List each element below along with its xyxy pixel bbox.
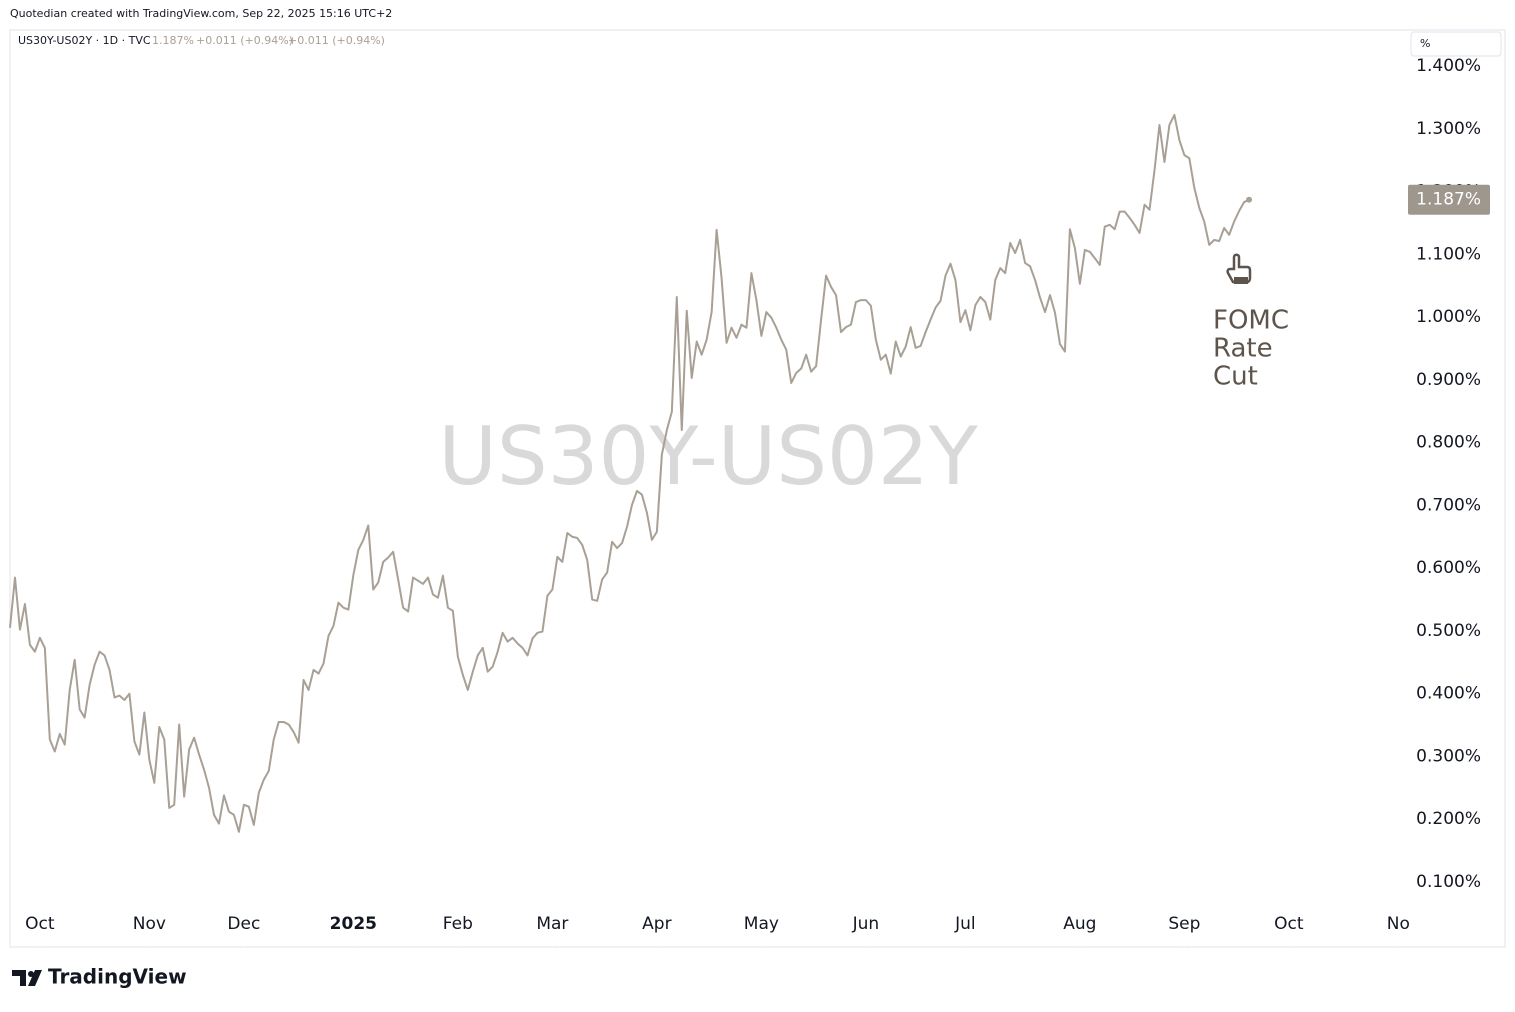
y-tick-label: 0.400% — [1416, 684, 1481, 704]
x-tick-label: May — [744, 914, 779, 934]
legend-last: 1.187% — [152, 34, 194, 47]
x-tick-label: Mar — [536, 914, 568, 934]
y-tick-label: 1.100% — [1416, 244, 1481, 264]
unit-box[interactable] — [1410, 31, 1502, 57]
annotation: Rate — [1213, 334, 1273, 364]
x-tick-label: 2025 — [330, 914, 377, 934]
pointer-icon — [1226, 253, 1252, 284]
last-value-label: 1.187% — [1416, 190, 1481, 210]
y-tick-label: 0.500% — [1416, 621, 1481, 641]
annotation: FOMC — [1213, 306, 1289, 336]
legend-change-2: +0.011 (+0.94%) — [288, 34, 385, 47]
y-tick-label: 0.900% — [1416, 370, 1481, 390]
legend-change: +0.011 (+0.94%) — [196, 34, 293, 47]
x-tick-label: Feb — [443, 914, 473, 934]
x-tick-label: Oct — [25, 914, 55, 934]
x-tick-label: Aug — [1063, 914, 1096, 934]
attribution: Quotedian created with TradingView.com, … — [10, 7, 392, 20]
line — [9, 113, 1250, 833]
tv-logo: TradingView — [12, 965, 187, 989]
chart-frame — [9, 29, 1506, 948]
x-tick-label: Apr — [642, 914, 671, 934]
x-tick-label: No — [1387, 914, 1410, 934]
unit-label[interactable]: % — [1420, 37, 1430, 50]
y-tick-label: 0.200% — [1416, 809, 1481, 829]
y-tick-label: 0.600% — [1416, 558, 1481, 578]
y-tick-label: 1.300% — [1416, 119, 1481, 139]
x-tick-label: Sep — [1168, 914, 1200, 934]
symbol-info: US30Y-US02Y · 1D · TVC — [18, 34, 151, 47]
x-tick-label: Jul — [954, 914, 976, 934]
y-tick-label: 1.400% — [1416, 56, 1481, 76]
y-tick-label: 0.300% — [1416, 746, 1481, 766]
x-tick-label: Oct — [1274, 914, 1304, 934]
y-tick-label: 0.800% — [1416, 433, 1481, 453]
watermark: US30Y-US02Y — [438, 410, 979, 503]
x-tick-label: Dec — [227, 914, 260, 934]
y-tick-label: 1.000% — [1416, 307, 1481, 327]
annotation: Cut — [1213, 362, 1258, 392]
last-point — [1246, 196, 1253, 203]
y-tick-label: 0.700% — [1416, 495, 1481, 515]
last-value-box — [1408, 184, 1490, 215]
y-tick-label: 0.100% — [1416, 872, 1481, 892]
x-tick-label: Nov — [133, 914, 166, 934]
x-tick-label: Jun — [852, 914, 880, 934]
tv-logo-text: TradingView — [48, 965, 187, 989]
